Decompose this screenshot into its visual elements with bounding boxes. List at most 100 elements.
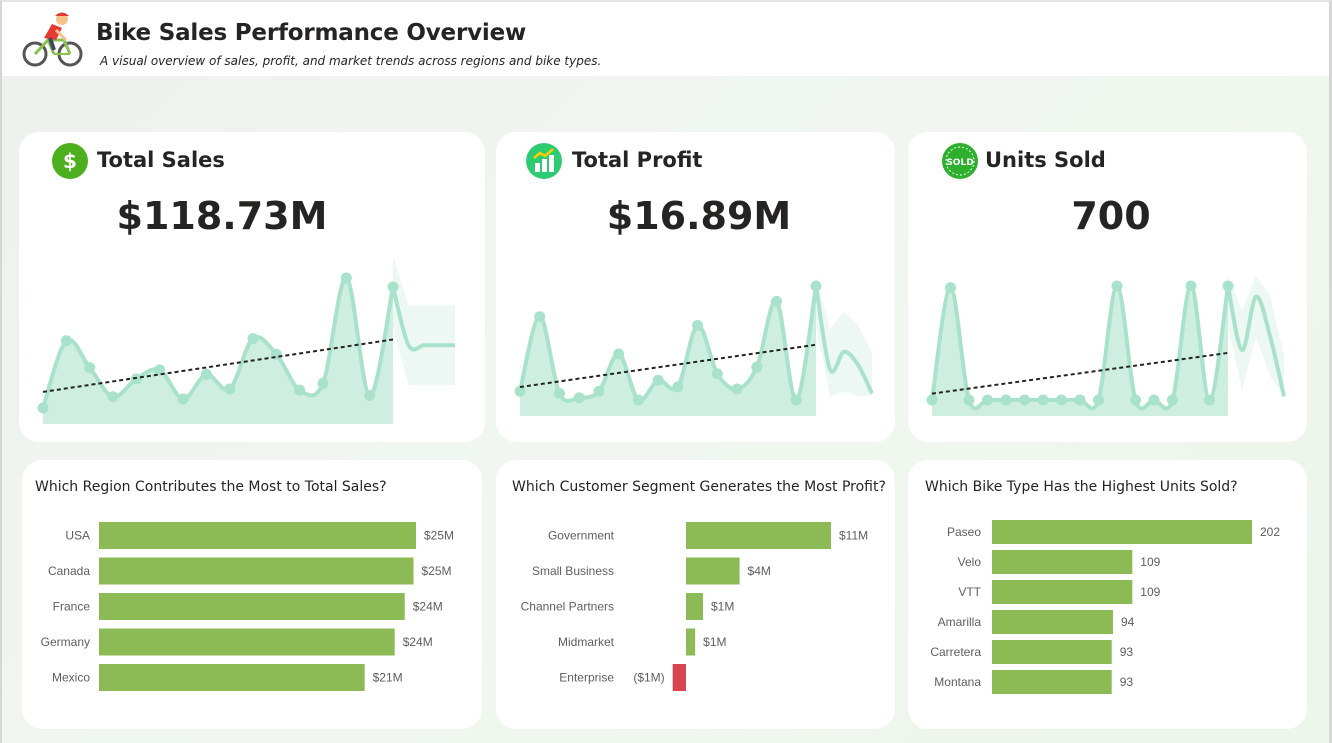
trend-point[interactable] xyxy=(84,362,96,374)
category-label: Midmarket xyxy=(558,635,615,649)
bar-value-label: ($1M) xyxy=(633,671,664,685)
bar[interactable] xyxy=(992,550,1133,574)
trend-point[interactable] xyxy=(926,394,938,406)
trend-point[interactable] xyxy=(247,333,259,345)
trend-point[interactable] xyxy=(1111,280,1123,292)
bar[interactable] xyxy=(992,580,1133,604)
bar[interactable] xyxy=(99,593,405,620)
trend-point[interactable] xyxy=(1185,280,1197,292)
forecast-line xyxy=(814,285,874,395)
trend-point[interactable] xyxy=(751,361,763,373)
trend-point[interactable] xyxy=(553,387,565,399)
trend-point[interactable] xyxy=(107,391,119,403)
bike-type-units-chart-card[interactable]: Which Bike Type Has the Highest Units So… xyxy=(908,460,1307,729)
region-sales-chart-title: Which Region Contributes the Most to Tot… xyxy=(35,479,387,495)
category-label: Enterprise xyxy=(559,671,614,685)
category-label: France xyxy=(53,600,91,614)
trend-point[interactable] xyxy=(387,281,399,293)
trend-point[interactable] xyxy=(963,394,975,406)
trend-point[interactable] xyxy=(945,282,956,294)
bar[interactable] xyxy=(992,520,1252,544)
trend-point[interactable] xyxy=(573,392,585,404)
forecast-band xyxy=(393,256,455,386)
forecast-line xyxy=(1226,285,1286,397)
trend-point[interactable] xyxy=(790,394,802,406)
kpi-card-total-profit[interactable]: Total Profit $16.89M xyxy=(496,132,895,442)
units-sold-trend-sparkline[interactable] xyxy=(926,274,1296,430)
trend-point[interactable] xyxy=(1056,394,1067,406)
bar[interactable] xyxy=(992,640,1112,664)
bar-value-label: 93 xyxy=(1120,645,1134,659)
region-sales-bar-chart[interactable]: USA $25M Canada $25M France $24M Germany $24M Me… xyxy=(22,460,482,729)
report-header: Bike Sales Performance Overview A visual… xyxy=(2,2,1329,76)
trend-point[interactable] xyxy=(613,348,625,360)
bar[interactable] xyxy=(99,664,365,691)
kpi-card-units-sold[interactable]: SOLD Units Sold 700 xyxy=(908,132,1307,442)
category-label: Channel Partners xyxy=(521,600,614,614)
trend-point[interactable] xyxy=(982,394,993,406)
trend-point[interactable] xyxy=(593,385,605,397)
region-sales-chart-card[interactable]: Which Region Contributes the Most to Tot… xyxy=(22,460,482,729)
dollar-icon: $ xyxy=(52,143,88,179)
category-label: VTT xyxy=(958,585,981,599)
trend-point[interactable] xyxy=(37,402,49,414)
kpi-card-total-sales[interactable]: $ Total Sales $118.73M xyxy=(19,132,485,442)
trend-point[interactable] xyxy=(1148,394,1160,406)
bar[interactable] xyxy=(686,522,831,549)
segment-profit-chart-card[interactable]: Which Customer Segment Generates the Mos… xyxy=(496,460,895,729)
trend-point[interactable] xyxy=(632,394,644,406)
bike-type-units-bar-chart[interactable]: Paseo 202 Velo 109 VTT 109 Amarilla 94 Carretera… xyxy=(908,460,1307,729)
trend-point[interactable] xyxy=(60,335,72,347)
trend-point[interactable] xyxy=(1167,394,1178,406)
bar[interactable] xyxy=(686,593,703,620)
bar[interactable] xyxy=(99,628,395,656)
trend-point[interactable] xyxy=(317,377,329,389)
trend-point[interactable] xyxy=(771,295,783,307)
trend-point[interactable] xyxy=(1130,394,1141,406)
bar[interactable] xyxy=(686,628,696,656)
trend-point[interactable] xyxy=(1093,394,1104,406)
category-label: Velo xyxy=(958,555,982,569)
trend-regression-line xyxy=(931,351,1229,395)
trend-point[interactable] xyxy=(1074,394,1086,406)
bar-value-label: $24M xyxy=(403,635,433,649)
trend-point[interactable] xyxy=(534,311,546,323)
bar-value-label: 202 xyxy=(1260,525,1280,539)
trend-point[interactable] xyxy=(1019,394,1030,406)
report-title: Bike Sales Performance Overview xyxy=(96,20,527,46)
segment-profit-bar-chart[interactable]: Government $11M Small Business $4M Channel P… xyxy=(496,460,895,729)
total-sales-trend-sparkline[interactable] xyxy=(37,254,467,430)
trend-point[interactable] xyxy=(672,381,684,393)
bar[interactable] xyxy=(99,522,416,549)
bar[interactable] xyxy=(686,557,740,585)
trend-point[interactable] xyxy=(1037,394,1049,406)
trend-point[interactable] xyxy=(154,364,166,376)
trend-regression-line xyxy=(519,343,817,389)
bar-value-label: $1M xyxy=(711,600,734,614)
trend-point[interactable] xyxy=(294,384,306,396)
trend-line xyxy=(930,283,1230,411)
trend-point[interactable] xyxy=(1000,394,1012,406)
bar[interactable] xyxy=(99,557,414,585)
trend-point[interactable] xyxy=(200,368,212,380)
trend-point[interactable] xyxy=(364,390,376,402)
trend-point[interactable] xyxy=(810,280,822,292)
trend-point[interactable] xyxy=(514,385,526,397)
total-profit-trend-sparkline[interactable] xyxy=(514,274,884,430)
trend-point[interactable] xyxy=(692,319,704,331)
trend-point[interactable] xyxy=(177,393,189,405)
trend-point[interactable] xyxy=(731,383,743,395)
bar-value-label: 109 xyxy=(1140,585,1160,599)
bar[interactable] xyxy=(672,664,686,691)
trend-point[interactable] xyxy=(1204,394,1215,406)
trend-point[interactable] xyxy=(340,272,352,284)
kpi-value-units-sold: 700 xyxy=(1071,194,1151,238)
trend-point[interactable] xyxy=(224,383,236,395)
category-label: Montana xyxy=(934,675,981,689)
trend-point[interactable] xyxy=(652,374,664,386)
bar[interactable] xyxy=(992,610,1113,634)
trend-point[interactable] xyxy=(711,368,723,380)
trend-point[interactable] xyxy=(1222,280,1234,292)
bar[interactable] xyxy=(992,670,1112,694)
trend-area xyxy=(932,286,1228,416)
